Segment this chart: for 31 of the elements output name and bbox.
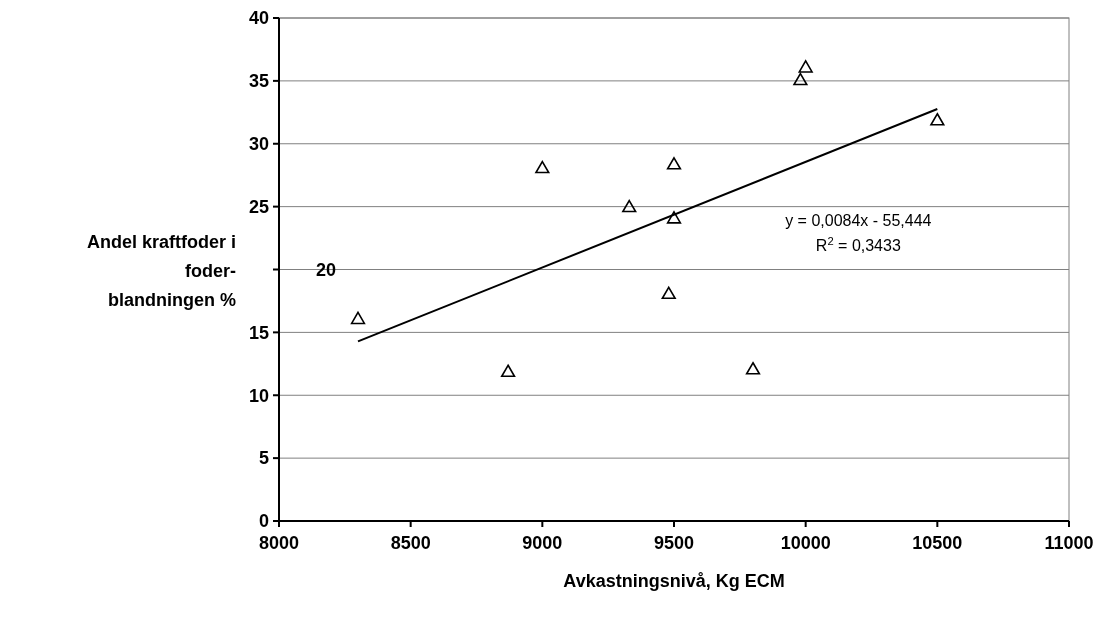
point [661,286,676,300]
x-axis-title: Avkastningsnivå, Kg ECM [563,571,785,591]
annotation: R$^{2}$ = 0,3433 [815,235,901,255]
x-tick-label: 8000 [258,533,300,553]
x-tick-label: 9000 [522,533,563,553]
y-tick-label: 25 [248,196,269,217]
point [622,199,637,213]
y-tick-label: 0 [258,511,269,532]
point [798,60,813,73]
x-tick-label: 11000 [1044,533,1094,553]
annotation: 20 [315,259,337,280]
point [535,160,550,174]
point [745,361,761,375]
point [666,156,682,170]
x-tick-label: 9500 [653,533,695,553]
point [350,311,366,325]
y-tick-label: 30 [248,134,269,155]
y-axis-title: Andel kraftfoder i foder- blandningen % [86,232,236,310]
y-tick-label: 5 [258,448,269,469]
point [930,112,945,126]
x-tick-label: 10500 [912,533,963,553]
y-tick-label: 10 [248,385,269,406]
y-tick-label: 40 [248,8,269,29]
y-tick-label: 15 [248,322,269,343]
annotation: y = 0,0084x - 55,444 [785,212,932,230]
point [500,364,516,378]
x-tick-label: 8500 [390,533,431,553]
y-tick-label: 35 [248,71,269,92]
point [793,72,808,86]
x-tick-label: 10000 [780,533,831,553]
point [666,211,682,224]
